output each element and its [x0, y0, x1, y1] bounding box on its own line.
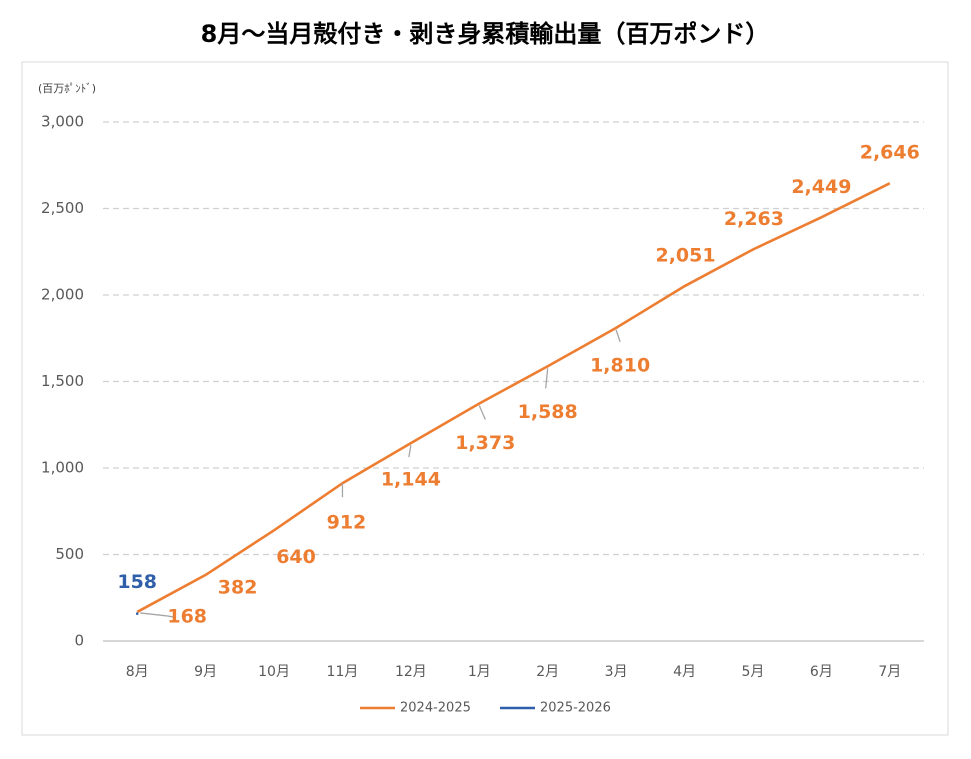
- leader-line: [545, 368, 549, 389]
- x-tick-label: 2月: [536, 664, 559, 680]
- x-tick-label: 8月: [126, 664, 149, 680]
- x-tick-label: 5月: [741, 664, 764, 680]
- y-tick-label: 1,500: [41, 372, 84, 390]
- data-label: 1,373: [455, 432, 515, 454]
- y-tick-label: 2,500: [41, 199, 84, 217]
- data-label: 2,449: [791, 176, 851, 198]
- data-label: 640: [276, 546, 316, 568]
- leader-line: [408, 444, 412, 458]
- y-tick-label: 0: [74, 632, 84, 650]
- y-axis-label: (百万ﾎﾟﾝﾄﾞ): [38, 82, 96, 95]
- leader-line: [140, 612, 168, 617]
- y-tick-label: 1,000: [41, 459, 84, 477]
- chart-title: 8月～当月殻付き・剥き身累積輸出量（百万ポンド）: [201, 20, 770, 48]
- leader-line: [478, 405, 486, 420]
- data-label: 158: [117, 571, 157, 593]
- x-tick-label: 6月: [810, 664, 833, 680]
- legend-label: 2025-2026: [540, 701, 611, 716]
- data-label: 2,646: [860, 142, 920, 164]
- data-label: 2,051: [655, 245, 715, 267]
- y-tick-label: 3,000: [41, 113, 84, 131]
- x-tick-label: 11月: [327, 664, 359, 680]
- data-label: 168: [167, 605, 207, 627]
- legend-label: 2024-2025: [400, 701, 471, 716]
- x-tick-label: 9月: [194, 664, 217, 680]
- x-tick-label: 3月: [605, 664, 628, 680]
- data-label: 382: [218, 576, 258, 598]
- series-line: [136, 182, 891, 614]
- x-tick-label: 7月: [878, 664, 901, 680]
- data-label: 2,263: [724, 208, 784, 230]
- leader-line: [167, 615, 174, 618]
- x-tick-label: 10月: [258, 664, 290, 680]
- data-label: 1,588: [518, 401, 578, 423]
- y-tick-label: 2,000: [41, 286, 84, 304]
- y-tick-label: 500: [55, 545, 84, 563]
- data-label: 1,810: [590, 354, 650, 376]
- x-tick-label: 1月: [468, 664, 491, 680]
- x-tick-label: 12月: [395, 664, 427, 680]
- x-tick-label: 4月: [673, 664, 696, 680]
- data-label: 1,144: [381, 469, 441, 491]
- chart-border: [21, 61, 949, 736]
- leader-line: [615, 329, 621, 343]
- data-label: 912: [327, 512, 367, 534]
